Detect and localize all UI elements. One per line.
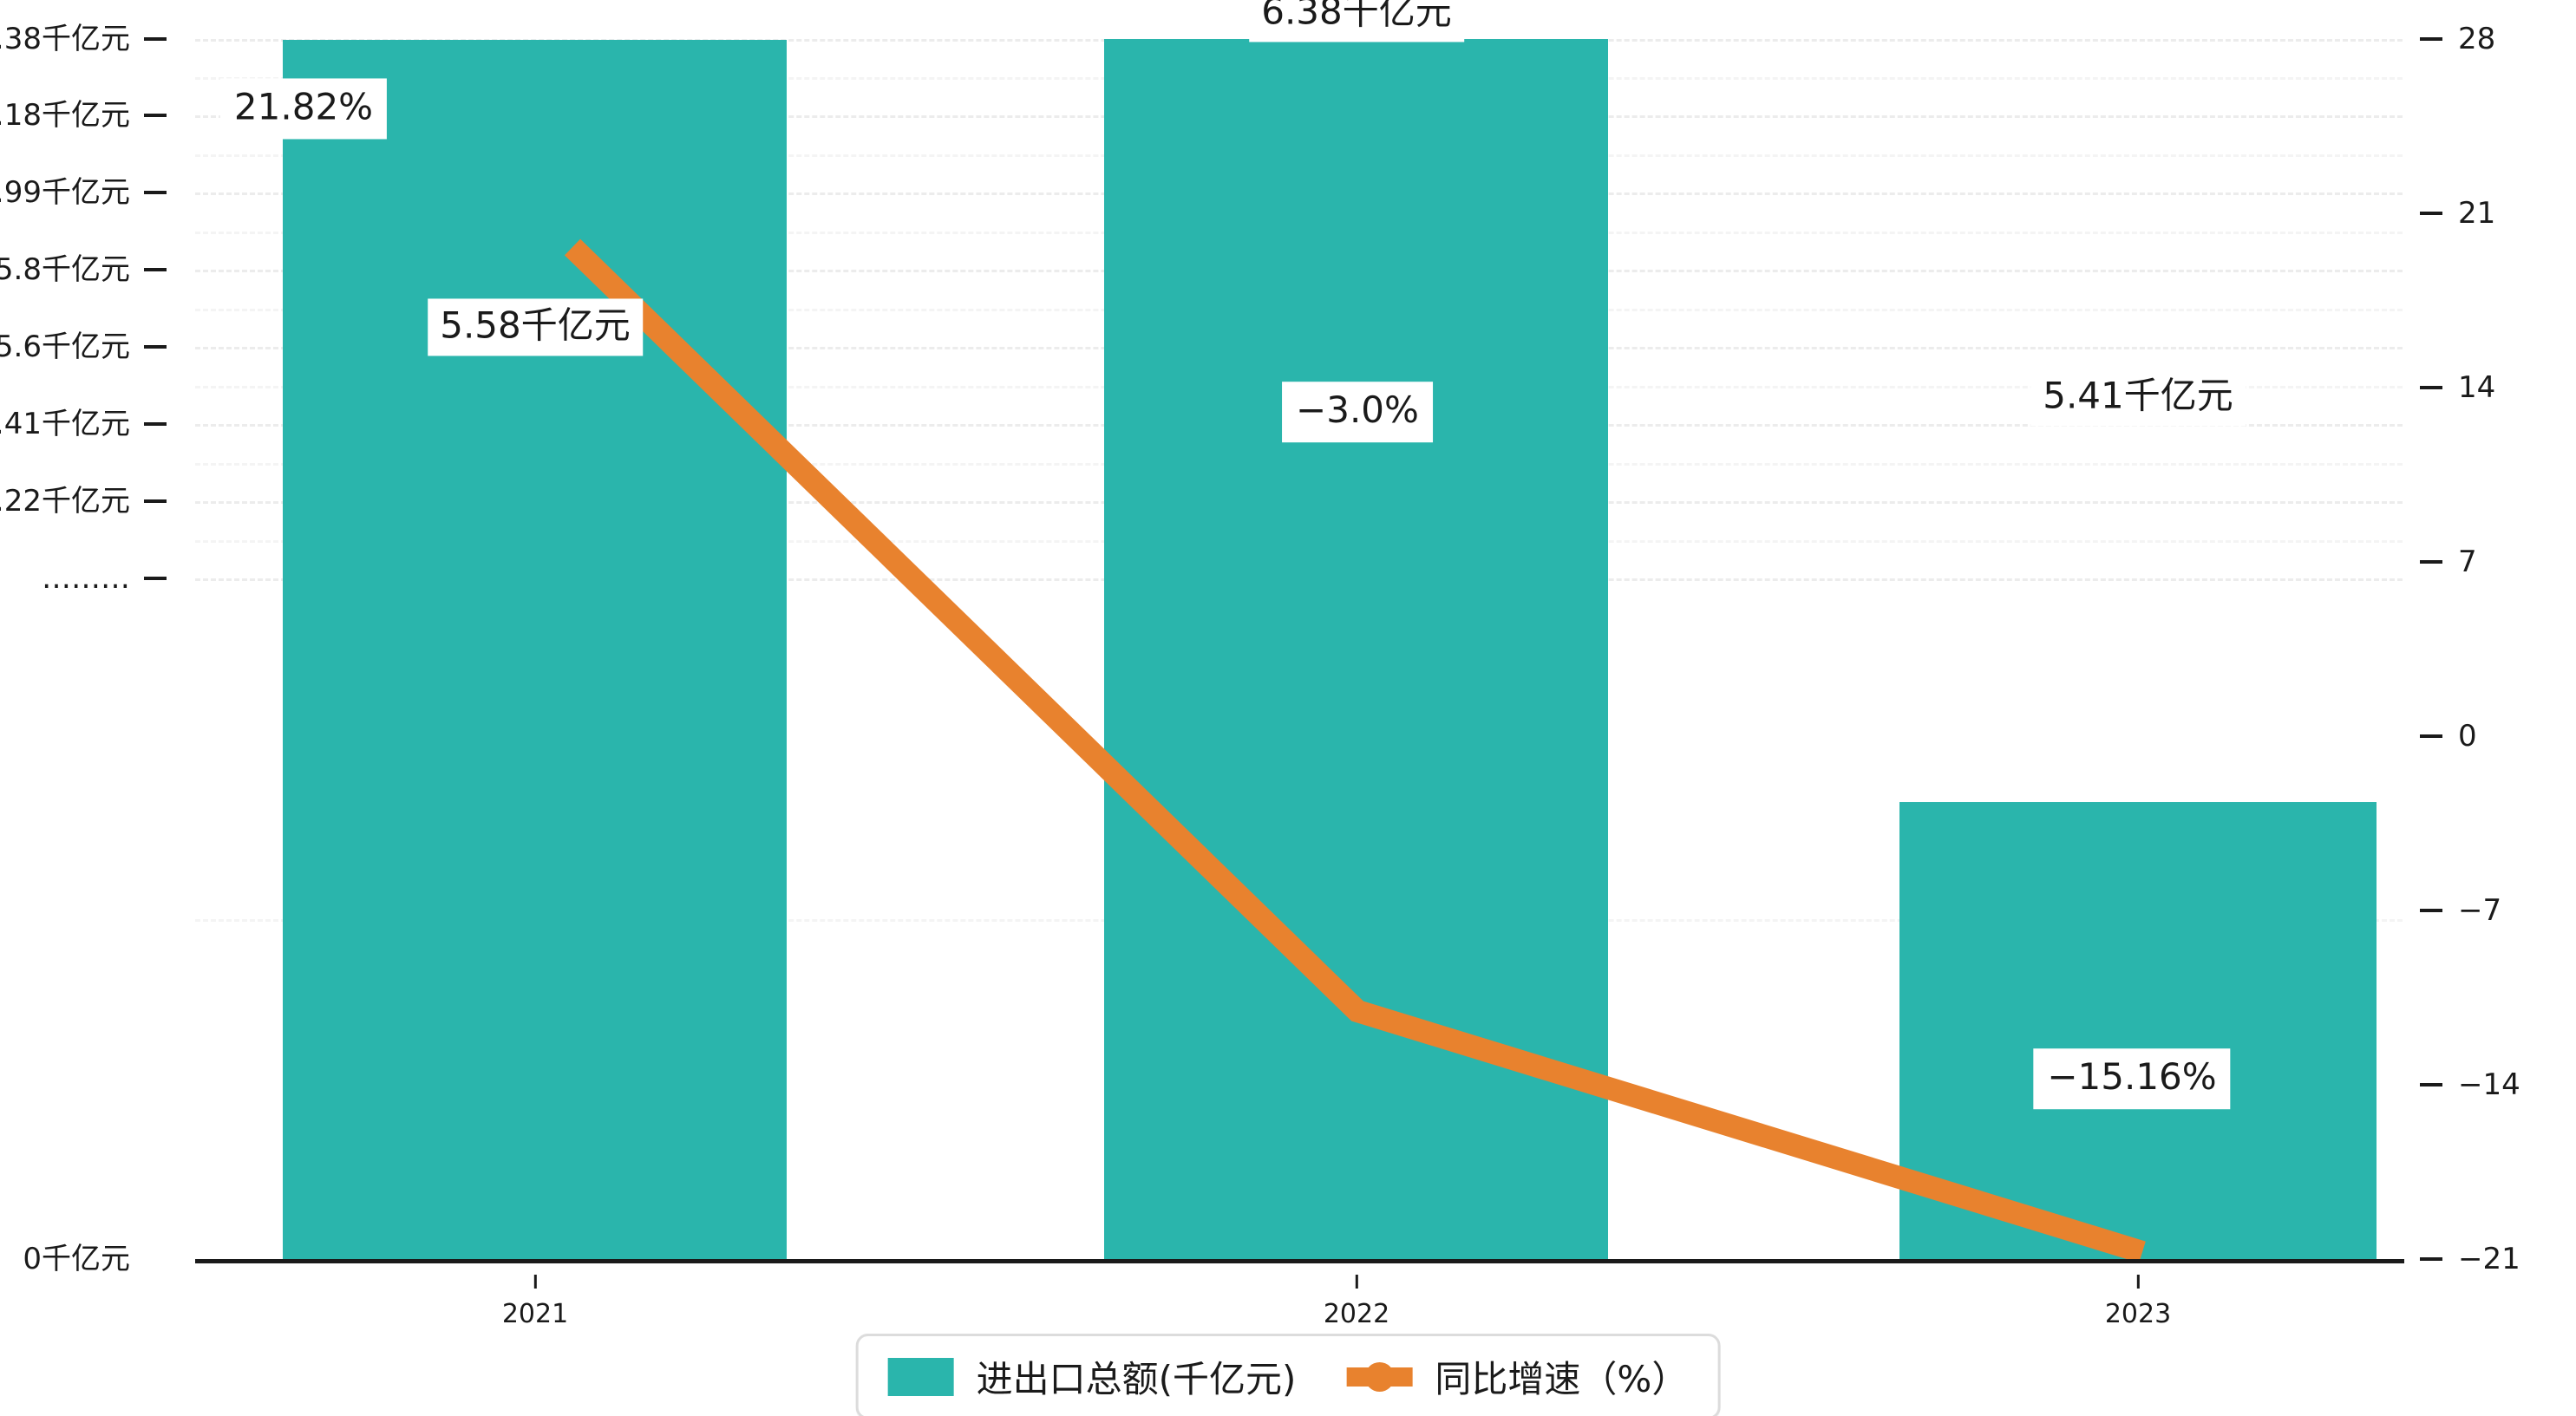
x-axis-tick-2022: 2022: [1324, 1275, 1389, 1329]
y-axis-left-tick: 5.6千亿元: [0, 332, 167, 362]
y-axis-left-tick-label: 0千亿元: [23, 1242, 130, 1276]
chart-legend: 进出口总额(千亿元) 同比增速（%）: [855, 1334, 1721, 1416]
tick-mark-icon: [144, 113, 167, 117]
legend-bar-swatch-icon: [887, 1357, 954, 1396]
y-axis-right-tick-label: 0: [2458, 719, 2477, 754]
bar-label-2022: 6.38千亿元: [1249, 0, 1464, 42]
y-axis-right-tick: 28: [2420, 24, 2495, 54]
y-axis-right-tick: 21: [2420, 199, 2495, 228]
tick-mark-icon: [2420, 36, 2442, 41]
x-axis-tick-label: 2021: [501, 1299, 569, 1329]
y-axis-left-tick: 5.22千亿元: [0, 486, 167, 516]
tick-mark-icon: [2420, 1256, 2442, 1261]
y-axis-right-tick-label: −14: [2458, 1067, 2520, 1102]
y-axis-left-tick: 5.41千亿元: [0, 409, 167, 439]
tick-mark-icon: [144, 267, 167, 271]
tick-mark-icon: [2420, 211, 2442, 215]
tick-mark-icon: [144, 499, 167, 503]
tick-mark-icon: [144, 36, 167, 41]
x-axis-tick-2023: 2023: [2105, 1275, 2171, 1329]
x-axis-tick-label: 2022: [1323, 1299, 1390, 1329]
bar-label-2021: 5.58千亿元: [428, 298, 643, 356]
tick-mark-icon: [1355, 1275, 1358, 1289]
y-axis-left-tick-label: ………: [42, 561, 130, 596]
x-axis-tick-2021: 2021: [502, 1275, 568, 1329]
y-axis-right-tick: −7: [2420, 896, 2501, 925]
tick-mark-icon: [144, 421, 167, 426]
tick-mark-icon: [2136, 1275, 2140, 1289]
y-axis-right-tick-label: −7: [2458, 893, 2502, 928]
y-axis-right-tick-label: 7: [2458, 545, 2477, 579]
y-axis-left-tick-label: 5.99千亿元: [0, 175, 130, 210]
y-axis-right-tick: 7: [2420, 547, 2477, 577]
y-axis-left-tick: ………: [42, 564, 167, 593]
y-axis-right-tick: −21: [2420, 1244, 2520, 1274]
legend-line-swatch-icon: [1346, 1358, 1413, 1396]
y-axis-right-tick-label: 21: [2458, 196, 2496, 231]
tick-mark-icon: [533, 1275, 537, 1289]
y-axis-right-tick: 14: [2420, 373, 2495, 402]
bar-label-2023: 5.41千亿元: [2030, 369, 2246, 426]
line-series-layer: [195, 26, 2403, 1263]
bar-2023[interactable]: [1899, 802, 2377, 1261]
y-axis-left-tick-label: 5.41千亿元: [0, 407, 130, 441]
y-axis-left-tick: 5.8千亿元: [0, 255, 167, 284]
bar-rect: [1899, 802, 2377, 1261]
y-axis-right-tick: −14: [2420, 1070, 2520, 1100]
tick-mark-icon: [144, 190, 167, 194]
y-axis-left-tick-label: 6.18千亿元: [0, 98, 130, 133]
tick-mark-icon: [2420, 1082, 2442, 1086]
tick-mark-icon: [2420, 559, 2442, 564]
y-axis-left-tick: 6.38千亿元: [0, 24, 167, 54]
y-axis-right-tick-label: 14: [2458, 370, 2496, 405]
x-axis-tick-label: 2023: [2104, 1299, 2172, 1329]
y-axis-left-tick: 0千亿元: [23, 1244, 167, 1274]
tick-mark-icon: [2420, 734, 2442, 738]
line-label-2021: 21.82%: [219, 78, 388, 139]
tick-mark-icon: [2420, 908, 2442, 912]
legend-label-import-export: 进出口总额(千亿元): [976, 1358, 1297, 1400]
tick-mark-icon: [2420, 385, 2442, 389]
y-axis-left-tick-label: 6.38千亿元: [0, 22, 130, 56]
tick-mark-icon: [144, 344, 167, 349]
bar-2021[interactable]: [283, 40, 787, 1261]
tick-mark-icon: [144, 576, 167, 580]
y-axis-right-tick: 0: [2420, 721, 2477, 751]
y-axis-left-tick: 5.99千亿元: [0, 178, 167, 207]
line-label-2022: −3.0%: [1282, 382, 1433, 442]
legend-item-growth-rate[interactable]: 同比增速（%）: [1346, 1350, 1688, 1403]
x-axis-line: [195, 1259, 2404, 1263]
line-label-2023: −15.16%: [2033, 1048, 2231, 1109]
y-axis-left-tick-label: 5.22千亿元: [0, 484, 130, 519]
y-axis-left-tick: 6.18千亿元: [0, 101, 167, 130]
bar-rect: [283, 40, 787, 1261]
growth-line: [564, 238, 2146, 1263]
y-axis-left-tick-label: 5.6千亿元: [0, 330, 130, 364]
y-axis-right-tick-label: 28: [2458, 22, 2496, 56]
legend-label-growth-rate: 同比增速（%）: [1435, 1358, 1689, 1400]
y-axis-right-tick-label: −21: [2458, 1242, 2520, 1276]
y-axis-left-tick-label: 5.8千亿元: [0, 252, 130, 287]
legend-item-import-export[interactable]: 进出口总额(千亿元): [887, 1350, 1297, 1403]
